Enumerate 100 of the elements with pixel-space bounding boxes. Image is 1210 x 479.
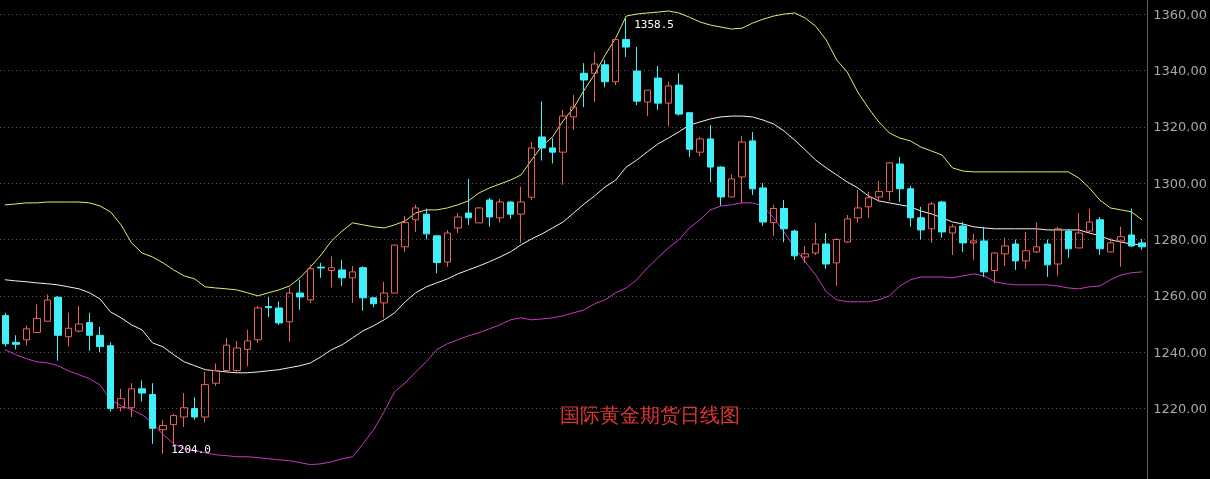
candlestick: [865, 191, 872, 219]
candlestick: [23, 324, 30, 346]
candlestick: [149, 382, 156, 445]
candlestick: [244, 329, 251, 367]
candlestick: [570, 94, 577, 131]
candlestick: [949, 223, 956, 256]
y-tick-label: 1300.00: [1153, 175, 1208, 191]
candlestick: [1001, 237, 1009, 267]
candlestick: [328, 255, 335, 288]
candlestick: [970, 233, 977, 261]
candlestick: [749, 131, 756, 196]
candlestick: [907, 185, 914, 228]
candlestick: [423, 208, 430, 240]
candlestick: [633, 46, 641, 106]
line-series: [4, 202, 1143, 466]
candlestick: [75, 305, 83, 333]
candlestick: [159, 419, 167, 455]
candlestick: [170, 413, 177, 446]
candlestick: [717, 165, 725, 207]
candlestick: [886, 161, 893, 202]
candlestick: [1117, 226, 1125, 268]
candlestick: [33, 303, 41, 333]
candlestick: [86, 312, 93, 352]
candlestick: [201, 371, 209, 424]
candlestick: [844, 214, 851, 244]
candlestick: [959, 221, 967, 253]
candlestick: [233, 340, 241, 373]
candlestick: [1128, 208, 1135, 248]
candlestick: [654, 65, 662, 111]
candlestick: [559, 109, 567, 186]
candlestick: [833, 237, 840, 287]
candlestick: [317, 262, 325, 279]
candlestick: [117, 388, 125, 412]
y-tick-label: 1260.00: [1153, 288, 1208, 304]
candlestick: [401, 215, 409, 253]
candlestick: [212, 362, 220, 387]
candlestick: [370, 296, 377, 308]
candlestick: [138, 379, 146, 403]
candlestick: [265, 296, 272, 318]
candlestick: [580, 62, 588, 108]
candlestick: [1086, 208, 1093, 234]
candlestick: [338, 259, 346, 287]
y-tick-label: 1360.00: [1153, 6, 1208, 22]
candlestick: [2, 312, 9, 348]
candlestick: [517, 186, 525, 244]
candlestick: [928, 201, 935, 244]
text: 国际黄金期货日线图: [560, 403, 740, 427]
candlestick: [601, 59, 609, 88]
candlestick: [991, 251, 998, 284]
candlestick: [412, 204, 419, 233]
candlestick: [791, 229, 798, 261]
candlestick: [1033, 222, 1040, 254]
candlestick: [707, 124, 714, 183]
candlestick: [528, 141, 535, 201]
candlestick: [128, 382, 135, 418]
candlestick: [917, 206, 925, 240]
candlestick: [180, 392, 188, 428]
candlestick: [296, 279, 304, 311]
candlestick: [286, 286, 293, 343]
candlestick: [54, 295, 62, 362]
candlestick: [938, 200, 946, 239]
candlestick: [391, 244, 398, 294]
candlestick: [591, 51, 598, 103]
candlestick: [223, 337, 230, 373]
candlestick: [65, 312, 72, 348]
candlestick: [812, 222, 819, 256]
candlestick: [728, 174, 735, 198]
candlestick: [538, 100, 546, 162]
y-tick-label: 1280.00: [1153, 232, 1208, 247]
candlestick: [44, 293, 51, 322]
candlestick: [1054, 226, 1062, 277]
y-tick-label: 1240.00: [1153, 344, 1208, 360]
candlestick: [307, 264, 314, 304]
candlestick: [875, 180, 883, 203]
candlestick: [644, 89, 651, 117]
candlestick: [191, 396, 198, 421]
candlestick: [475, 206, 483, 224]
candlestick: [359, 265, 367, 312]
candlestick: [1075, 212, 1083, 249]
candlestick: [454, 212, 462, 234]
candlestick: [1107, 237, 1114, 253]
candlestick: [1138, 238, 1146, 251]
candlestick: [349, 265, 356, 304]
candlestick: [549, 137, 556, 164]
candlestick: [759, 182, 767, 227]
y-tick-label: 1220.00: [1153, 401, 1208, 417]
y-tick-label: 1340.00: [1153, 62, 1208, 78]
candlestick: [738, 135, 746, 204]
candlestick: [780, 199, 788, 243]
candlestick: [1044, 239, 1051, 278]
candlestick: [444, 229, 451, 268]
candlestick: [254, 305, 262, 344]
candlestick: [822, 232, 830, 270]
candlestick: [486, 197, 493, 228]
candlestick: [612, 37, 619, 86]
candlestick: [380, 281, 388, 319]
candlestick: [696, 136, 704, 157]
candlestick: [1065, 229, 1072, 259]
candlestick: [465, 178, 472, 226]
candlestick: [433, 234, 441, 274]
